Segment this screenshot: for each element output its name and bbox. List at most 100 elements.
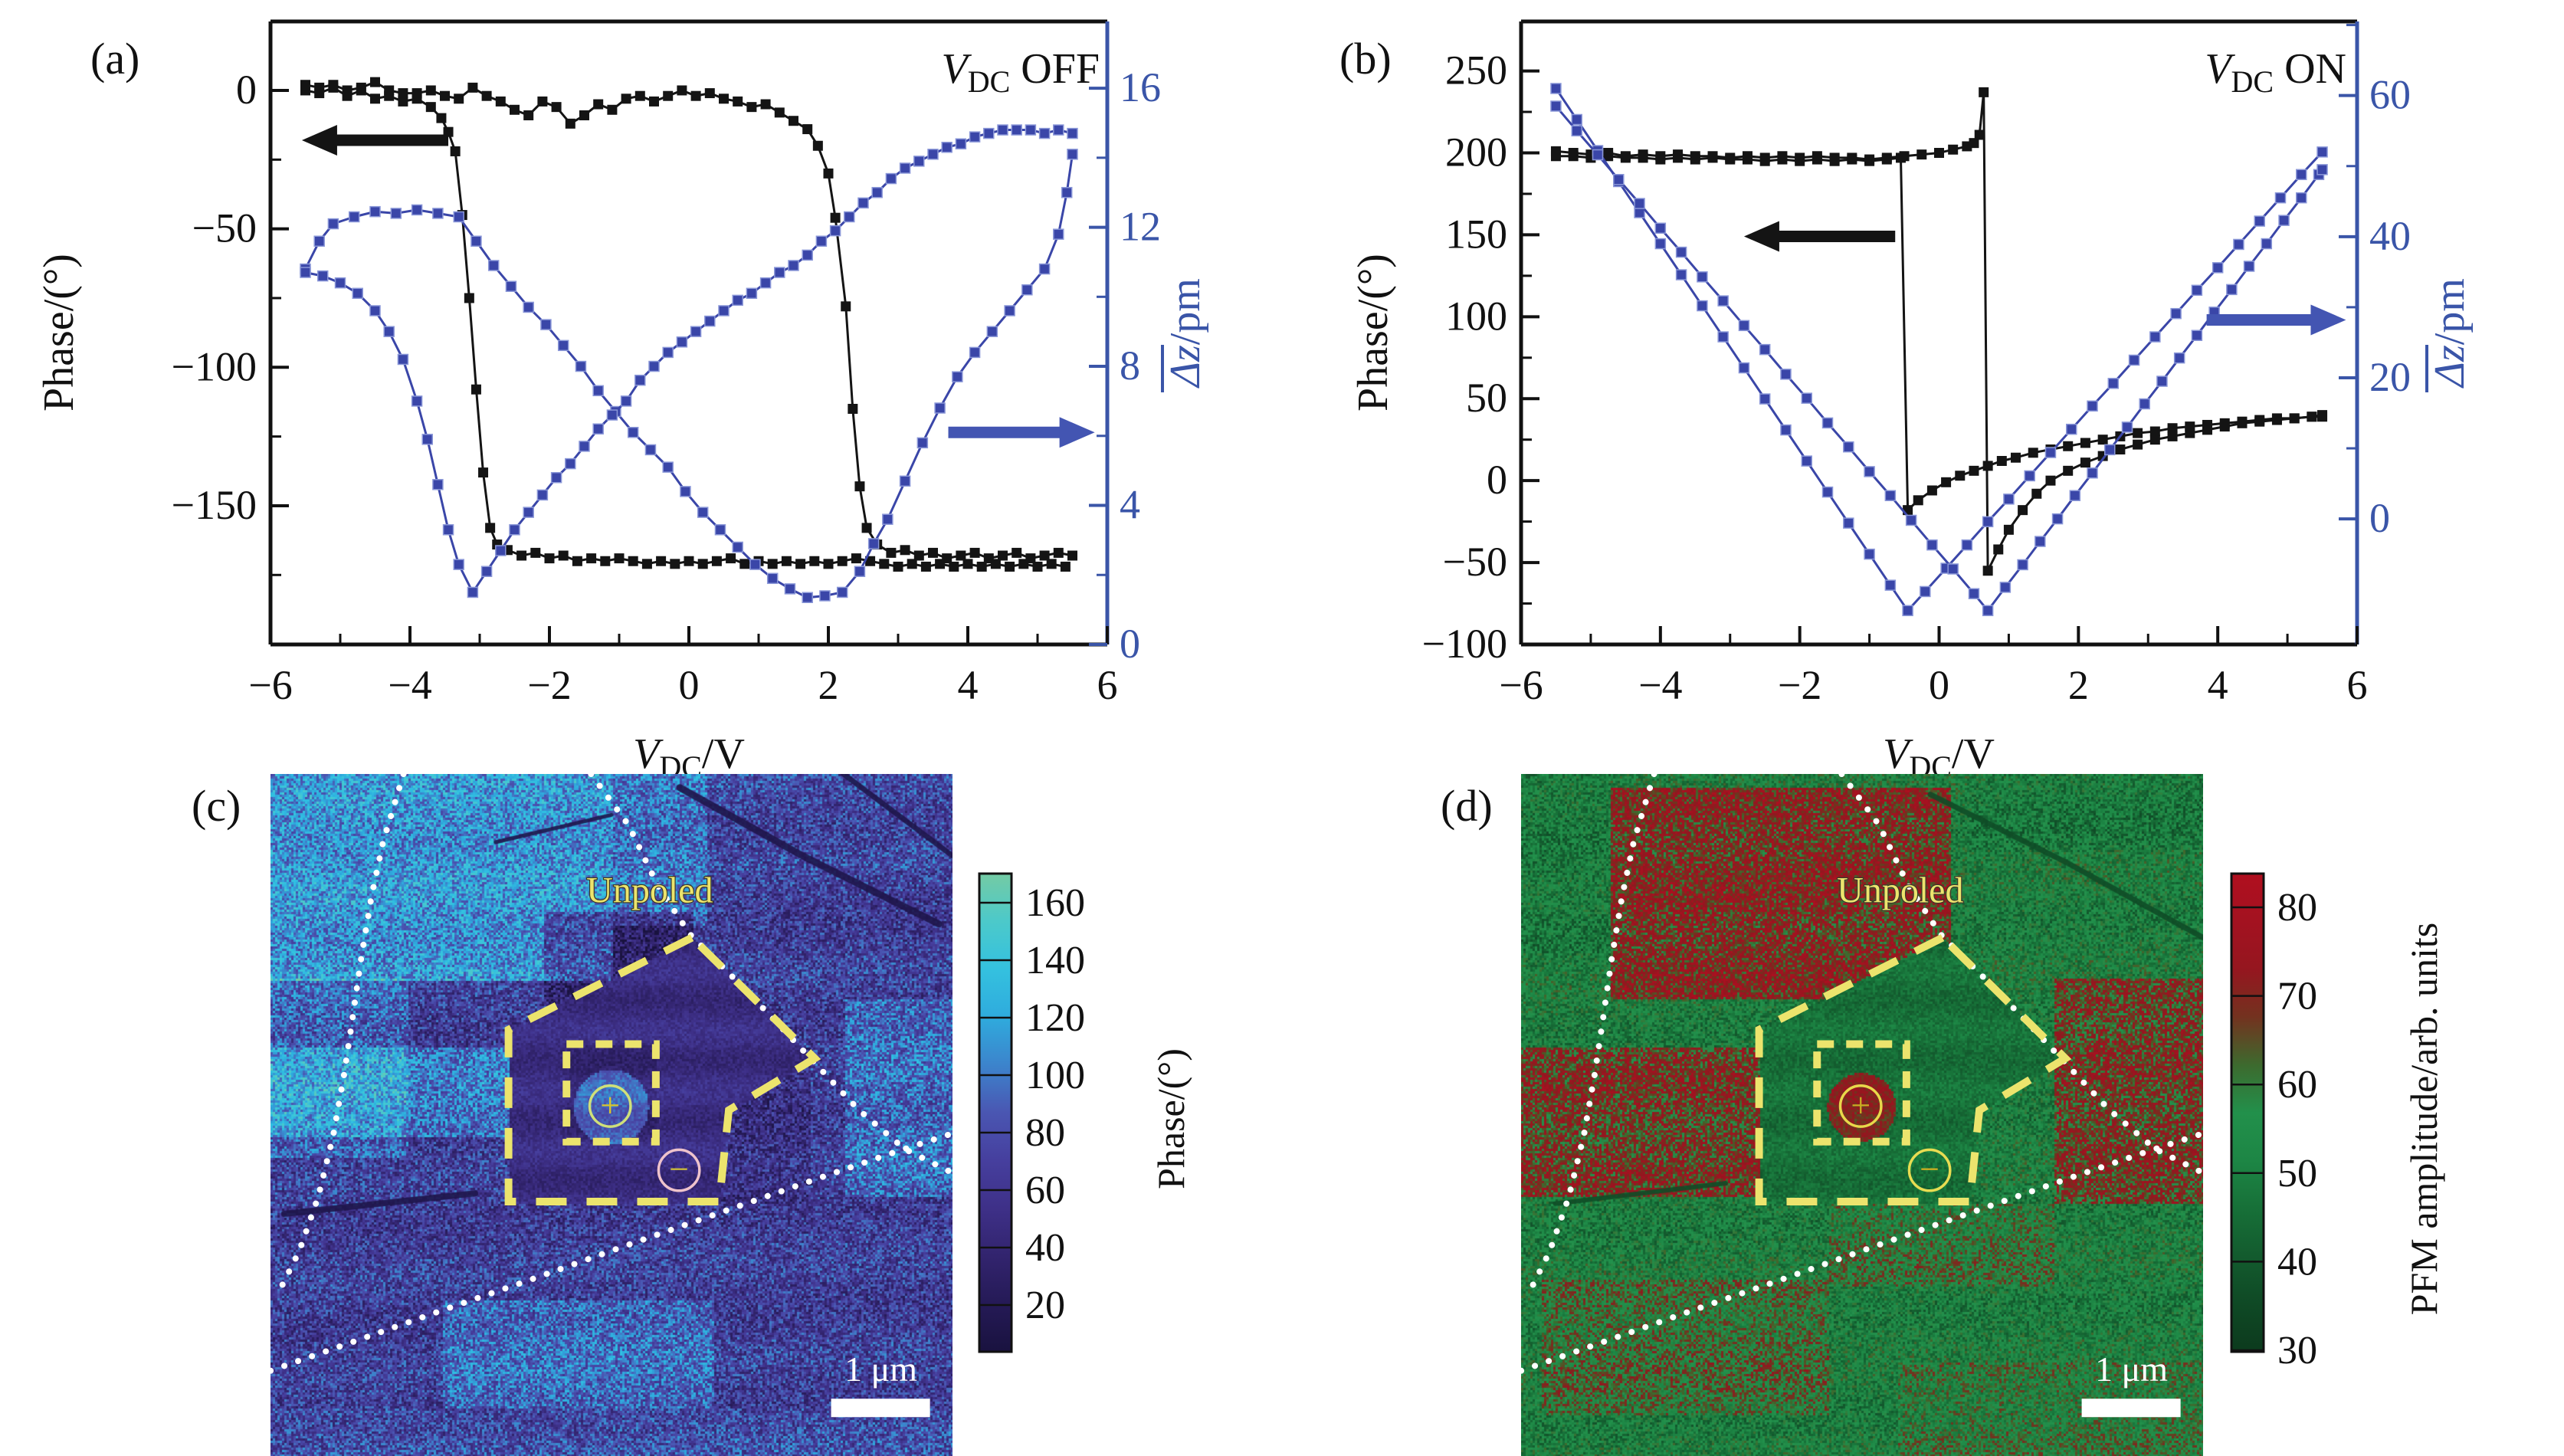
phase-colorbar: 160 140 120 100 80 60 40 20 Phase/(°): [978, 872, 1192, 1353]
data-point: [815, 235, 828, 247]
data-point: [836, 586, 848, 598]
colorbar-tick-label: 80: [1025, 1111, 1065, 1155]
data-point: [536, 489, 549, 501]
data-point: [885, 172, 897, 185]
annot-v: V: [941, 45, 972, 93]
plus-mark-circle: [588, 1084, 632, 1128]
colorbar-title: Phase/(°): [1149, 1048, 1192, 1189]
x-axis-title: VDC/V: [633, 730, 745, 774]
data-point: [411, 204, 423, 216]
data-point: [1060, 561, 1071, 572]
data-point: [516, 550, 527, 561]
panel-b: −6 −4 −2 0 2 4 6250200150100500−50−1006040200(…: [1339, 19, 2474, 774]
vdc-state-annotation: VDC ON: [2205, 45, 2346, 99]
data-point: [2202, 419, 2213, 430]
xlab-unit: /V: [702, 730, 745, 774]
data-point: [2011, 452, 2021, 463]
data-point: [1550, 151, 1561, 162]
colorbar-tick-label: 30: [2277, 1329, 2317, 1372]
data-point: [941, 141, 952, 153]
annot-sub: DC: [2231, 64, 2274, 99]
colorbar-tick-label: 50: [2277, 1152, 2317, 1195]
annot-state: ON: [2274, 45, 2346, 93]
data-point: [600, 556, 611, 566]
dz-suffix: /pm: [1162, 278, 1209, 345]
data-point: [848, 404, 858, 415]
data-point: [300, 267, 311, 278]
series-line-dz-branch-1: [1555, 87, 2323, 613]
data-point: [886, 547, 897, 558]
data-point: [1742, 154, 1753, 165]
data-point: [680, 486, 691, 497]
data-point: [2185, 421, 2195, 432]
data-point: [2307, 412, 2317, 422]
data-point: [1759, 156, 1770, 166]
plus-mark-circle: [1838, 1084, 1883, 1128]
x-tick-label: −4: [1638, 662, 1682, 708]
data-point: [969, 547, 980, 558]
data-point: [865, 556, 876, 566]
data-point: [2261, 238, 2273, 250]
data-point: [1673, 152, 1684, 163]
data-point: [2065, 423, 2077, 435]
x-tick-label: −6: [248, 662, 292, 708]
data-point: [1920, 585, 1931, 598]
data-point: [614, 553, 625, 564]
data-point: [342, 90, 352, 101]
data-point: [684, 556, 694, 566]
data-point: [1012, 547, 1022, 558]
series-markers-dz-branch-2: [1550, 100, 2328, 617]
data-point: [1571, 125, 1582, 136]
data-point: [1725, 154, 1736, 165]
colorbar-tick-label: 120: [1025, 996, 1085, 1040]
data-point: [1843, 441, 1854, 453]
annot-v: V: [2205, 45, 2235, 93]
x-tick-label: −2: [527, 662, 571, 708]
data-point: [733, 96, 743, 107]
xlab-v: V: [1883, 730, 1913, 774]
data-point: [2149, 426, 2160, 437]
data-point: [857, 197, 869, 209]
data-point: [1067, 550, 1077, 561]
data-point: [663, 90, 674, 101]
data-point: [592, 423, 604, 435]
data-point: [1717, 331, 1729, 343]
data-point: [1038, 127, 1051, 139]
minus-mark-sign: −: [669, 1149, 689, 1189]
blue-sweep-arrowhead: [1059, 417, 1095, 448]
data-point: [1654, 238, 1667, 250]
unpoled-label: Unpoled: [1837, 870, 1963, 910]
data-point: [2063, 465, 2074, 476]
data-point: [882, 513, 893, 525]
data-point: [621, 93, 631, 104]
data-point: [1025, 124, 1037, 136]
data-point: [766, 572, 779, 585]
black-sweep-arrowhead: [301, 125, 337, 156]
data-point: [2028, 448, 2038, 458]
data-point: [314, 88, 325, 99]
poled-square-dashed-outline: [1813, 1040, 1910, 1146]
data-point: [537, 96, 548, 107]
data-point: [913, 550, 924, 561]
data-point: [1053, 547, 1064, 558]
data-point: [453, 211, 464, 223]
data-point: [2289, 413, 2300, 424]
pfm-phase-overlay: + − Unpoled 1 μm: [270, 774, 952, 1418]
left-axis-title: Phase/(°): [35, 254, 83, 412]
grain-boundary-dotted-line: [275, 774, 407, 1296]
colorbar-tick-label: 40: [2277, 1240, 2317, 1284]
data-point: [1999, 582, 2012, 593]
y-tick-label: 0: [236, 67, 257, 113]
data-point: [1864, 156, 1875, 166]
data-point: [1947, 563, 1959, 575]
data-point: [2018, 505, 2028, 516]
data-point: [899, 475, 911, 487]
data-point: [714, 524, 726, 536]
data-point: [2149, 435, 2160, 445]
data-point: [830, 212, 841, 223]
data-point: [2212, 262, 2224, 274]
data-point: [690, 90, 701, 101]
data-point: [1969, 138, 1979, 149]
data-point: [899, 162, 911, 174]
